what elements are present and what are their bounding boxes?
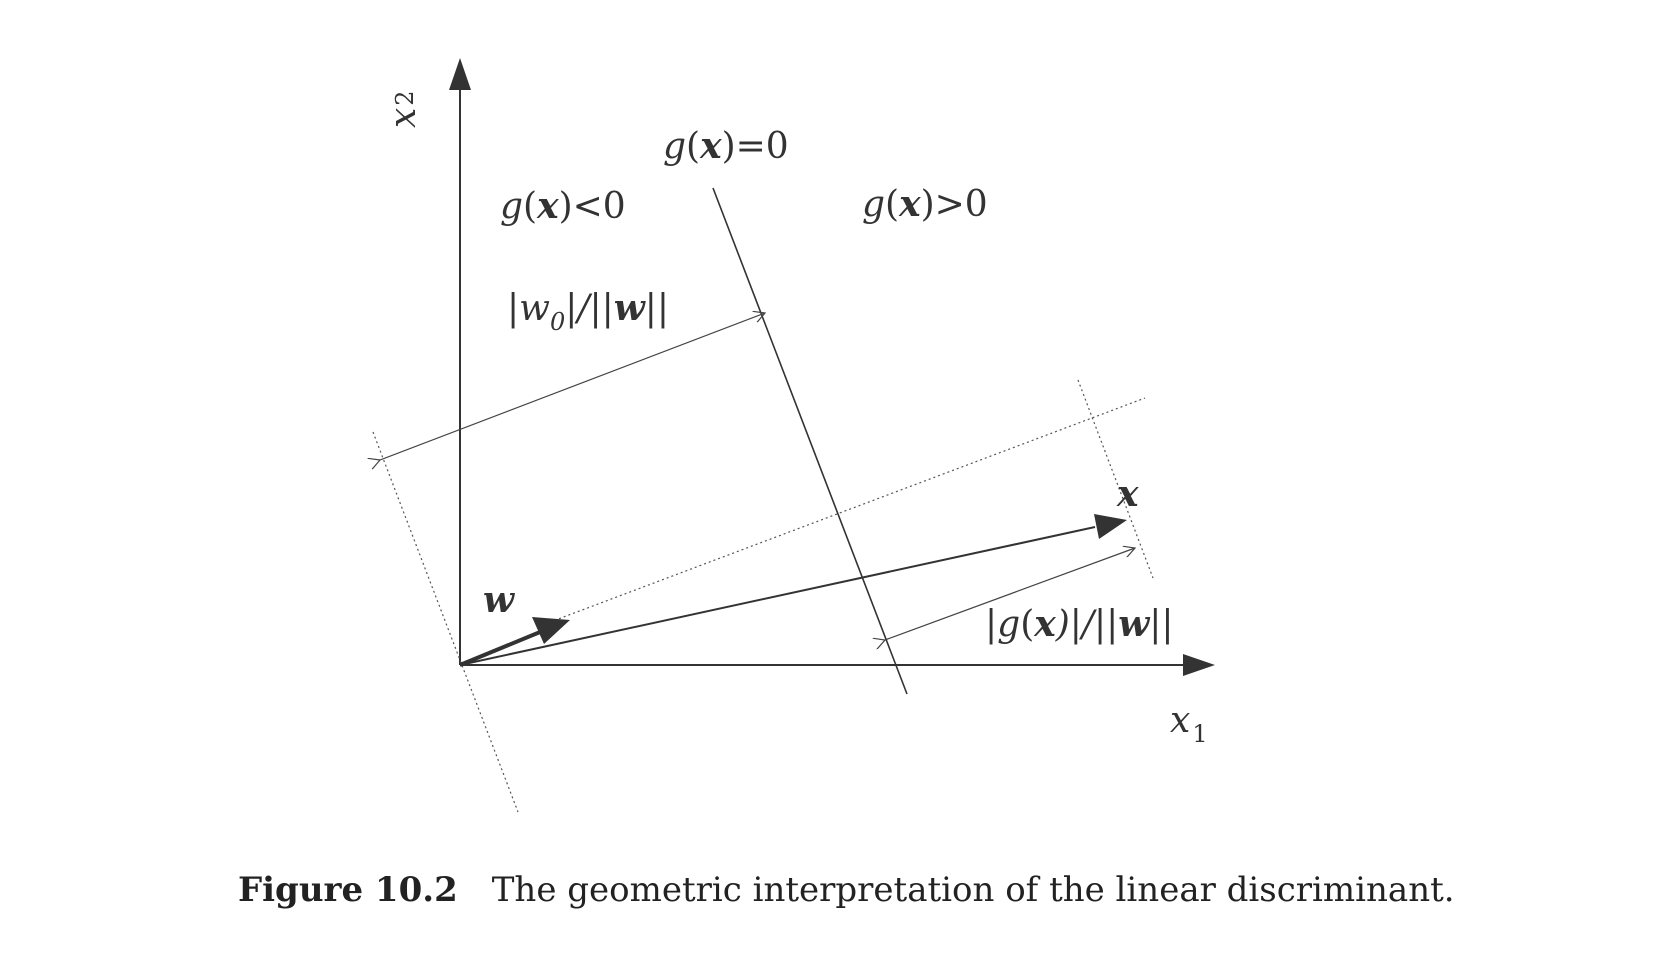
- negative-region-label: g(x)<0: [500, 185, 626, 227]
- positive-region-label: g(x)>0: [862, 183, 988, 225]
- dotted-w-direction: [544, 397, 1146, 625]
- x2-axis-label: x2: [383, 90, 424, 128]
- x-vector-label: x: [1116, 473, 1139, 515]
- x-vector: [459, 526, 1096, 666]
- w0-distance-arrow: [380, 313, 765, 460]
- caption-number: Figure 10.2: [238, 870, 458, 910]
- w0-distance-label: |w0|/||w||: [507, 287, 669, 336]
- gx-distance-arrow: [885, 548, 1135, 640]
- decision-boundary: [712, 187, 908, 695]
- w-vector: [459, 628, 546, 667]
- figure-caption: Figure 10.2 The geometric interpretation …: [238, 870, 1538, 910]
- w-vector-label: w: [483, 579, 516, 621]
- dotted-line-through-x: [1077, 379, 1154, 579]
- caption-text: The geometric interpretation of the line…: [491, 870, 1455, 910]
- boundary-label: g(x)=0: [663, 125, 789, 167]
- dotted-line-through-origin: [372, 431, 519, 813]
- x-vector-arrowhead: [1094, 514, 1127, 539]
- x1-axis-arrowhead: [1183, 654, 1215, 676]
- w-vector-arrowhead: [532, 617, 570, 644]
- gx-distance-label: |g(x)|/||w||: [985, 603, 1174, 645]
- x2-axis-arrowhead: [449, 58, 471, 90]
- x1-axis-label: x1: [1170, 700, 1208, 748]
